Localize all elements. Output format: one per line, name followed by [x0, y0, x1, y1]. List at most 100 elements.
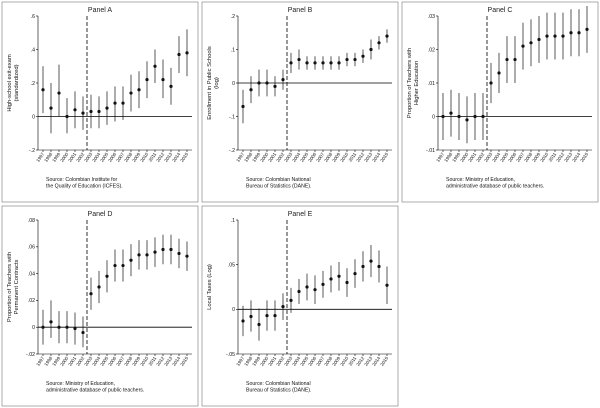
y-tick-label: 0: [32, 114, 35, 120]
data-point: [329, 61, 333, 65]
x-tick-label: 1997: [235, 355, 245, 367]
data-point: [265, 81, 269, 85]
data-point: [313, 288, 317, 292]
x-tick-label: 2007: [315, 151, 325, 163]
x-tick-label: 2008: [323, 355, 333, 367]
data-point: [81, 111, 85, 115]
data-point: [89, 292, 93, 296]
data-point: [177, 52, 181, 57]
x-tick-label: 2011: [548, 151, 558, 162]
x-tick-label: 2014: [171, 355, 181, 367]
x-tick-label: 2013: [363, 151, 373, 163]
panel-frame: [401, 1, 599, 203]
data-point: [385, 34, 389, 38]
x-tick-label: 1999: [251, 355, 261, 367]
data-point: [449, 111, 453, 115]
x-tick-label: 2000: [259, 355, 269, 367]
y-tick-label: .2: [31, 81, 35, 87]
y-axis-label: Higher Education: [414, 61, 420, 105]
data-point: [465, 118, 469, 122]
x-tick-label: 2015: [379, 151, 389, 163]
x-tick-label: 2010: [139, 151, 149, 163]
x-tick-label: 1998: [43, 151, 53, 163]
y-axis-label: Proportion of Teachers with: [7, 252, 13, 322]
data-point: [41, 88, 45, 92]
data-point: [169, 84, 173, 88]
x-tick-label: 2009: [131, 355, 141, 367]
data-point: [561, 34, 565, 38]
x-tick-label: 1997: [35, 355, 45, 367]
data-point: [361, 54, 365, 58]
data-point: [57, 91, 61, 95]
data-point: [577, 31, 581, 35]
data-point: [65, 325, 69, 329]
x-tick-label: 2000: [459, 151, 469, 163]
x-tick-label: 2004: [91, 355, 101, 367]
x-tick-label: 2003: [483, 151, 493, 163]
x-tick-label: 2006: [507, 151, 517, 163]
x-tick-label: 1997: [435, 151, 445, 163]
data-point: [97, 109, 101, 114]
data-point: [73, 108, 77, 112]
x-tick-label: 1999: [51, 355, 61, 367]
x-tick-label: 2009: [331, 355, 341, 367]
x-tick-label: 2001: [467, 151, 477, 163]
x-tick-label: 2012: [555, 151, 565, 163]
data-point: [49, 106, 53, 110]
source-note: Source: Ministry of Education,: [46, 381, 115, 387]
data-point: [345, 57, 349, 62]
data-point: [145, 253, 149, 257]
x-tick-label: 1997: [235, 151, 245, 163]
y-tick-label: -.02: [26, 352, 35, 358]
data-point: [185, 254, 189, 258]
data-point: [345, 280, 349, 285]
panel-title: Panel B: [288, 7, 313, 14]
x-tick-label: 1998: [43, 355, 53, 367]
data-point: [273, 313, 277, 318]
data-point: [337, 274, 341, 278]
x-tick-label: 1999: [251, 151, 261, 163]
data-point: [241, 104, 245, 109]
y-tick-label: -.05: [226, 352, 235, 358]
data-point: [105, 106, 109, 110]
source-note: Source: Colombian National: [246, 177, 311, 183]
x-tick-label: 2003: [83, 355, 93, 367]
y-tick-label: 0: [232, 307, 235, 313]
x-tick-label: 1999: [51, 151, 61, 163]
data-point: [289, 298, 293, 302]
data-point: [41, 325, 45, 329]
source-note: administrative database of public teache…: [446, 184, 544, 190]
x-tick-label: 2011: [348, 355, 358, 366]
y-tick-label: .2: [231, 14, 235, 20]
data-point: [145, 78, 149, 82]
data-point: [57, 325, 61, 329]
panel-2: Panel B -.2 -.1 0 .1 .2 Enrollment in Public S…: [201, 1, 399, 203]
y-tick-label: .6: [31, 14, 35, 20]
x-tick-label: 2009: [331, 151, 341, 163]
data-point: [369, 259, 373, 263]
data-point: [505, 57, 509, 62]
data-point: [177, 251, 181, 256]
panel-frame: [1, 1, 199, 203]
data-point: [273, 84, 277, 88]
x-tick-label: 2005: [499, 151, 509, 163]
y-axis-label: Permanent Contracts: [14, 260, 20, 315]
x-tick-label: 2005: [299, 151, 309, 163]
x-tick-label: 2002: [75, 151, 85, 163]
x-tick-label: 2002: [75, 355, 85, 367]
data-point: [497, 71, 501, 75]
y-tick-label: .02: [428, 47, 435, 53]
x-tick-label: 2003: [83, 151, 93, 163]
data-point: [97, 285, 101, 289]
y-axis-label: (log): [214, 77, 220, 89]
x-tick-label: 2004: [491, 151, 501, 163]
y-tick-label: -.01: [426, 148, 435, 154]
data-point: [281, 305, 285, 309]
data-point: [385, 283, 389, 287]
source-note: Source: Colombian National: [246, 381, 311, 387]
x-tick-label: 2014: [171, 151, 181, 163]
data-point: [113, 101, 117, 105]
x-tick-label: 2005: [99, 151, 109, 163]
x-tick-label: 2011: [148, 151, 158, 162]
